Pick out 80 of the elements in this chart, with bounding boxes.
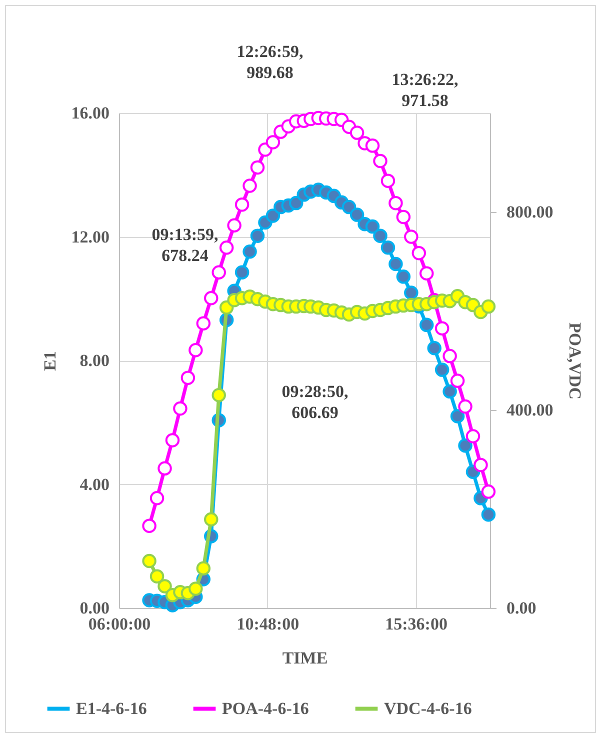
point bbox=[350, 208, 364, 222]
point bbox=[434, 362, 450, 377]
legend-label: POA-4-6-16 bbox=[222, 698, 309, 718]
point bbox=[442, 348, 457, 364]
x-axis-title: TIME bbox=[282, 648, 328, 668]
point bbox=[196, 561, 211, 576]
y2-tick-label: 0.00 bbox=[506, 598, 536, 618]
point bbox=[266, 208, 280, 223]
point bbox=[158, 579, 172, 594]
point bbox=[173, 401, 188, 416]
point bbox=[466, 429, 480, 444]
point bbox=[419, 318, 434, 332]
point bbox=[380, 240, 396, 255]
point bbox=[481, 299, 496, 314]
y-tick-label: 4.00 bbox=[80, 474, 110, 494]
point bbox=[481, 507, 496, 522]
point bbox=[442, 384, 457, 399]
x-tick-label: 06:00:00 bbox=[88, 614, 151, 634]
annotation: 09:28:50, 606.69 bbox=[282, 382, 348, 422]
point bbox=[150, 491, 164, 506]
point bbox=[458, 438, 472, 453]
point bbox=[188, 342, 203, 358]
point bbox=[158, 461, 172, 476]
y-tick-label: 16.00 bbox=[71, 104, 110, 122]
point bbox=[242, 178, 257, 193]
point bbox=[165, 433, 180, 448]
y2-tick-label: 800.00 bbox=[506, 202, 554, 222]
y-tick-label: 0.00 bbox=[80, 598, 110, 618]
point bbox=[266, 135, 280, 150]
point bbox=[212, 265, 226, 280]
y2-axis-title: POA,VDC bbox=[565, 322, 584, 400]
point bbox=[434, 321, 450, 336]
point bbox=[188, 582, 203, 596]
text: 12:26:59, 989.68 bbox=[236, 42, 304, 82]
x-tick-label: 15:36:00 bbox=[385, 614, 448, 634]
x-tick-label: 10:48:00 bbox=[236, 614, 300, 634]
point bbox=[365, 138, 380, 153]
point bbox=[219, 240, 234, 255]
point bbox=[180, 370, 196, 385]
point bbox=[227, 218, 242, 232]
point bbox=[212, 388, 226, 402]
legend-label: E1-4-6-16 bbox=[76, 698, 147, 718]
point bbox=[396, 270, 411, 284]
point bbox=[289, 196, 304, 210]
point bbox=[142, 518, 156, 533]
point bbox=[234, 197, 250, 212]
point bbox=[427, 341, 442, 356]
point bbox=[142, 554, 156, 568]
point bbox=[196, 316, 211, 330]
point bbox=[388, 256, 403, 272]
point bbox=[412, 246, 426, 260]
point bbox=[404, 230, 418, 244]
y-tick-label: 12.00 bbox=[71, 227, 110, 246]
y-axis-title: E1 bbox=[40, 351, 60, 371]
point bbox=[419, 266, 434, 280]
point bbox=[365, 219, 380, 234]
point bbox=[380, 174, 396, 188]
legend-label: VDC-4-6-16 bbox=[384, 698, 472, 718]
point bbox=[458, 399, 472, 414]
point bbox=[250, 228, 265, 243]
point bbox=[204, 291, 218, 306]
point bbox=[481, 484, 496, 499]
point bbox=[474, 458, 488, 472]
point bbox=[388, 196, 403, 210]
y-tick-label: 8.00 bbox=[80, 351, 110, 370]
annotation: 09:13:59, 678.24 bbox=[152, 225, 218, 265]
point bbox=[396, 210, 411, 224]
point bbox=[373, 228, 388, 243]
text: 13:26:22, 971.58 bbox=[392, 70, 458, 110]
point bbox=[250, 160, 265, 175]
point bbox=[234, 265, 250, 280]
y2-tick-label: 400.00 bbox=[506, 400, 554, 420]
point bbox=[204, 512, 218, 527]
point bbox=[450, 374, 465, 388]
point bbox=[242, 244, 257, 259]
point bbox=[350, 126, 364, 140]
point bbox=[404, 286, 418, 300]
point bbox=[450, 409, 465, 424]
point bbox=[373, 154, 388, 168]
point bbox=[150, 569, 164, 584]
